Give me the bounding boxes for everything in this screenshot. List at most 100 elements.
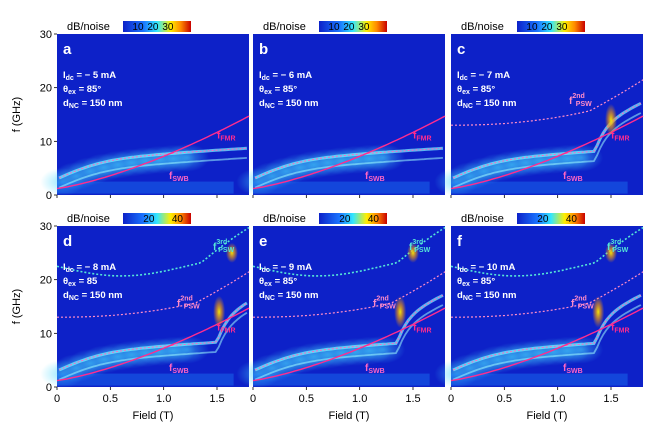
panel-letter: c <box>457 41 465 58</box>
x-tick-label: 1.5 <box>405 393 420 405</box>
panel-letter: a <box>63 41 72 58</box>
fmr-curve <box>56 115 250 190</box>
curve-label: fFMR <box>611 323 630 335</box>
psw2-curve <box>451 271 644 318</box>
param-text: θex = 85° <box>457 276 495 288</box>
y-tick-label: 20 <box>40 275 52 287</box>
colorbar-label: dB/noise <box>67 21 110 33</box>
colorbar-tick: 10 <box>328 22 340 33</box>
y-tick-label: 20 <box>40 83 52 95</box>
x-tick-label: 1.0 <box>352 393 367 405</box>
colorbar <box>319 21 387 32</box>
fmr-curve <box>450 307 644 382</box>
swb-curve <box>452 102 642 179</box>
curve-label: fFMR <box>413 131 432 143</box>
psw3-curve <box>450 226 644 277</box>
swb-curve <box>58 147 247 179</box>
low-band <box>57 373 234 386</box>
hot-spot <box>407 242 419 263</box>
swb-band-lower <box>254 304 444 381</box>
y-tick-label: 30 <box>40 29 52 41</box>
param-text: Idc = − 10 mA <box>457 262 515 274</box>
x-tick-label: 1.5 <box>603 393 618 405</box>
colorbar-label: dB/noise <box>461 21 504 33</box>
curve-label: fSWB <box>563 363 583 375</box>
param-text: dNC = 150 nm <box>63 290 123 302</box>
colorbar-tick: 20 <box>537 214 549 225</box>
hot-spot <box>605 242 617 263</box>
colorbar <box>123 213 191 224</box>
swb-curve <box>452 294 642 371</box>
swb-band-lower <box>58 157 247 189</box>
y-tick-label: 30 <box>40 221 52 233</box>
swb-band-lower <box>452 304 642 381</box>
low-band <box>253 181 430 194</box>
low-band <box>57 181 234 194</box>
curve-label: f3rd PSW <box>607 239 629 254</box>
param-text: dNC = 150 nm <box>259 290 319 302</box>
x-tick-label: 0.5 <box>497 393 512 405</box>
curve-label: fFMR <box>611 131 630 143</box>
y-tick-label: 0 <box>46 382 52 394</box>
x-axis-label: Field (T) <box>527 410 568 422</box>
colorbar-tick: 10 <box>526 22 538 33</box>
x-axis-label: Field (T) <box>133 410 174 422</box>
colorbar-tick: 30 <box>358 22 370 33</box>
param-text: Idc = − 5 mA <box>63 70 116 82</box>
colorbar-label: dB/noise <box>461 213 504 225</box>
swb-curve <box>254 147 443 179</box>
panel-letter: e <box>259 233 267 250</box>
param-text: dNC = 150 nm <box>259 98 319 110</box>
colorbar-tick: 20 <box>147 22 159 33</box>
signal-glow <box>165 335 210 364</box>
param-text: θex = 85° <box>259 84 297 96</box>
colorbar-tick: 20 <box>343 22 355 33</box>
param-text: dNC = 150 nm <box>63 98 123 110</box>
curve-label: fFMR <box>217 323 236 335</box>
panel-e: dB/noise 20 40 e Idc = − 9 mA θex = 85° dNC = … <box>236 213 446 390</box>
fmr-curve <box>252 115 446 190</box>
param-text: θex = 85° <box>259 276 297 288</box>
y-tick-label: 10 <box>40 136 52 148</box>
panel-d: dB/noise 20 40 d Idc = − 8 mA θex = 85 dNC = 1… <box>40 213 250 390</box>
hot-spot <box>592 295 605 328</box>
x-tick-label: 0.5 <box>103 393 118 405</box>
x-tick-label: 1.0 <box>550 393 565 405</box>
curve-label: fSWB <box>365 171 385 183</box>
psw2-curve <box>57 271 250 318</box>
y-tick-label: 10 <box>40 328 52 340</box>
curve-label: fSWB <box>365 363 385 375</box>
colorbar-tick: 40 <box>172 214 184 225</box>
param-text: Idc = − 7 mA <box>457 70 510 82</box>
x-axis-label: Field (T) <box>329 410 370 422</box>
curve-label: f3rd PSW <box>409 239 431 254</box>
hot-spot <box>605 103 617 136</box>
curve-label: fSWB <box>169 363 189 375</box>
fmr-curve <box>252 307 446 382</box>
colorbar-tick: 20 <box>339 214 351 225</box>
colorbar-tick: 40 <box>566 214 578 225</box>
low-band <box>451 181 628 194</box>
curve-label: f2nd PSW <box>373 296 396 311</box>
param-text: Idc = − 9 mA <box>259 262 312 274</box>
colorbar-tick: 30 <box>162 22 174 33</box>
swb-band-lower <box>254 157 443 189</box>
curve-label: fSWB <box>169 171 189 183</box>
y-axis-label: f (GHz) <box>11 289 23 324</box>
colorbar-tick: 40 <box>368 214 380 225</box>
swb-curve <box>58 302 248 371</box>
signal-glow <box>165 143 210 172</box>
param-text: Idc = − 8 mA <box>63 262 116 274</box>
curve-label: f2nd PSW <box>177 296 200 311</box>
param-text: Idc = − 6 mA <box>259 70 312 82</box>
colorbar <box>319 213 387 224</box>
psw2-curve <box>451 79 644 126</box>
x-tick-label: 1.0 <box>156 393 171 405</box>
colorbar-tick: 30 <box>556 22 568 33</box>
panel-b: dB/noise 10 20 30 b Idc = − 6 mA θex = 85° dNC … <box>236 21 446 198</box>
panel-c: dB/noise 10 20 30 c Idc = − 7 mA θex = 85° dNC … <box>434 21 644 198</box>
swb-curve <box>254 294 444 371</box>
curve-label: f2nd PSW <box>571 296 594 311</box>
